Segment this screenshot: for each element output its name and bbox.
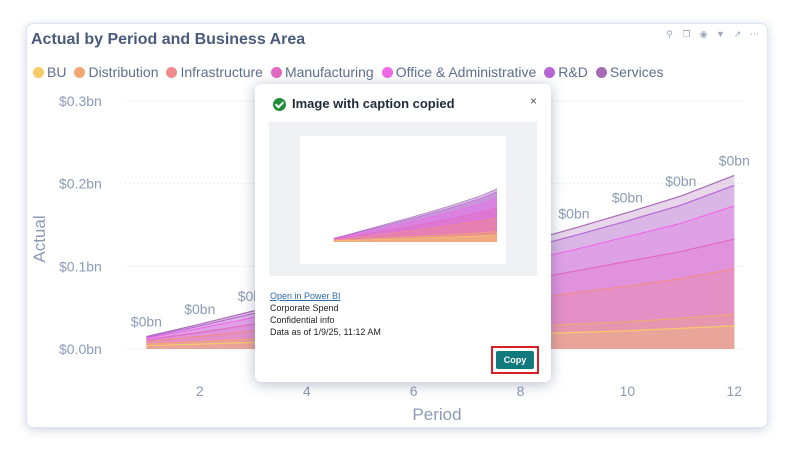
legend-marker <box>166 66 178 78</box>
series-line <box>333 231 498 241</box>
caption-line: Confidential info <box>270 315 335 325</box>
copy-icon[interactable]: ❐ <box>682 29 691 39</box>
expand-icon[interactable]: ↗ <box>733 29 742 39</box>
y-axis-title: Actual <box>30 215 49 262</box>
area-series <box>333 217 497 242</box>
series-line <box>333 197 498 239</box>
copy-dialog: Image with caption copied × Open in Powe… <box>255 84 551 382</box>
legend-item[interactable]: R&D <box>544 64 588 80</box>
more-icon[interactable]: ⋯ <box>750 29 759 39</box>
visual-title: Actual by Period and Business Area <box>31 31 306 48</box>
y-tick-label: $0.0bn <box>59 341 102 357</box>
legend-marker <box>544 66 556 78</box>
success-check-icon <box>273 98 286 111</box>
area-series <box>333 198 497 242</box>
visual-header-icons: ⚲ ❐ ◉ ▼ ↗ ⋯ <box>665 30 759 39</box>
area-series <box>333 208 497 242</box>
x-tick-label: 10 <box>620 383 636 399</box>
series-line <box>333 191 498 239</box>
pin-icon[interactable]: ⚲ <box>666 29 673 39</box>
copy-button-highlight: Copy <box>491 346 539 374</box>
chart-legend: BU Distribution Infrastructure Manufacturin… <box>33 64 664 80</box>
legend-item[interactable]: Distribution <box>74 64 158 80</box>
legend-label: Services <box>609 64 664 80</box>
legend-marker <box>270 66 282 78</box>
legend-label: Infrastructure <box>180 64 263 80</box>
legend-label: BU <box>47 64 67 80</box>
x-tick-label: 4 <box>303 383 311 399</box>
series-line <box>333 208 498 240</box>
area-series <box>333 191 497 242</box>
caption-line: Corporate Spend <box>270 303 339 313</box>
x-tick-label: 8 <box>517 383 525 399</box>
data-label: $0bn <box>719 152 750 168</box>
y-tick-label: $0.2bn <box>59 176 102 192</box>
x-tick-label: 12 <box>727 383 743 399</box>
series-line <box>333 217 498 240</box>
legend-marker <box>381 66 393 78</box>
legend-marker <box>595 66 607 78</box>
x-tick-label: 6 <box>410 383 418 399</box>
legend-item[interactable]: Services <box>595 64 664 80</box>
data-label: $0bn <box>184 301 215 317</box>
series-line <box>333 188 498 239</box>
legend-item[interactable]: Infrastructure <box>166 64 263 80</box>
preview-chart-image <box>333 188 498 242</box>
data-label: $0bn <box>612 190 643 206</box>
bell-icon[interactable]: ◉ <box>699 29 708 39</box>
data-label: $0bn <box>131 314 162 330</box>
legend-label: Manufacturing <box>284 64 374 80</box>
open-in-powerbi-link[interactable]: Open in Power BI <box>270 291 341 301</box>
caption-line: Data as of 1/9/25, 11:12 AM <box>270 327 381 337</box>
legend-marker <box>33 66 44 78</box>
legend-item[interactable]: Manufacturing <box>270 64 374 80</box>
filter-icon[interactable]: ▼ <box>716 29 725 39</box>
data-label: $0bn <box>665 173 696 189</box>
x-tick-label: 2 <box>196 383 204 399</box>
legend-label: R&D <box>558 64 588 80</box>
series-line <box>333 234 498 242</box>
close-icon[interactable]: × <box>529 94 537 108</box>
legend-label: Office & Administrative <box>395 64 537 80</box>
y-tick-label: $0.1bn <box>59 258 102 274</box>
legend-label: Distribution <box>88 64 159 80</box>
data-label: $0bn <box>558 205 589 221</box>
x-axis-title: Period <box>412 405 461 424</box>
preview-thumbnail <box>300 136 506 264</box>
legend-item[interactable]: Office & Administrative <box>381 64 537 80</box>
legend-item[interactable]: BU <box>33 64 66 80</box>
copy-button[interactable]: Copy <box>496 351 534 369</box>
area-series <box>333 188 497 242</box>
y-tick-label: $0.3bn <box>59 93 102 109</box>
dialog-title: Image with caption copied <box>292 96 455 111</box>
legend-marker <box>74 66 86 78</box>
image-preview <box>269 122 537 276</box>
